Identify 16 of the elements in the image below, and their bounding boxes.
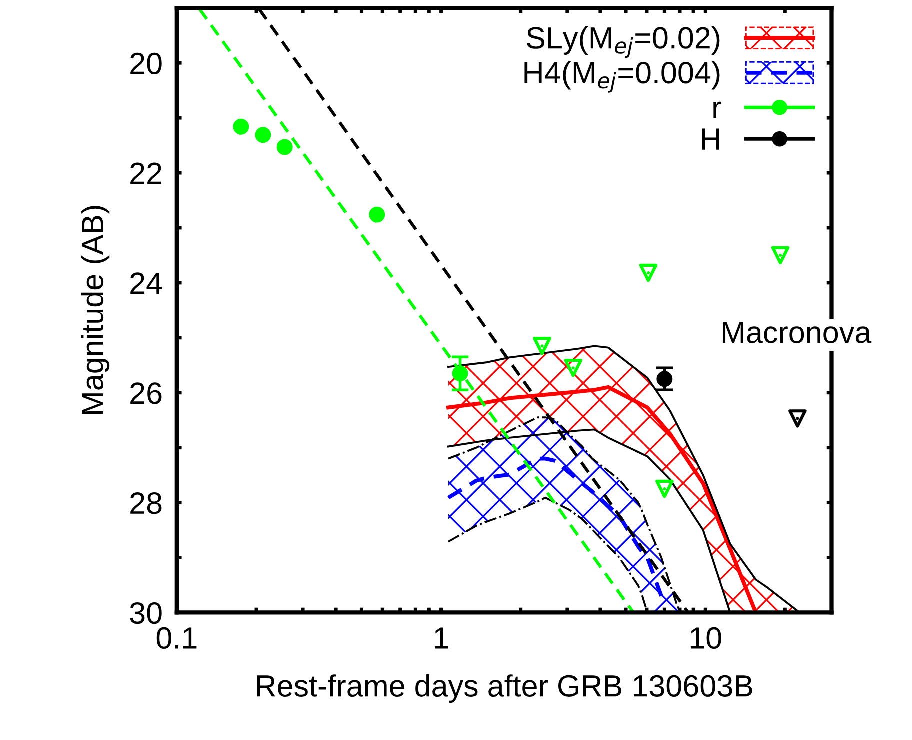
legend-label: r (714, 102, 722, 118)
annotation: Macronova (722, 322, 872, 344)
y-tick-label: 28 (130, 492, 162, 514)
x-axis-title: Rest-frame days after GRB 130603B (257, 674, 752, 704)
x-tick-label: 10 (690, 627, 722, 650)
y-tick-label: 20 (130, 52, 162, 74)
y-tick-label: 26 (130, 382, 162, 404)
x-tick-label: 0.1 (156, 627, 197, 650)
x-tick-label: 1 (435, 628, 448, 649)
legend-label: H (702, 128, 720, 150)
y-tick-label: 24 (130, 272, 162, 294)
y-tick-label: 30 (130, 602, 162, 624)
legend-label: SLy(M$_{ej}$=0.02) (526, 26, 720, 58)
legend-label: H4(M$_{ej}$=0.004) (524, 61, 720, 93)
y-axis-title: Magnitude (AB) (81, 206, 110, 414)
y-tick-label: 22 (130, 162, 162, 184)
